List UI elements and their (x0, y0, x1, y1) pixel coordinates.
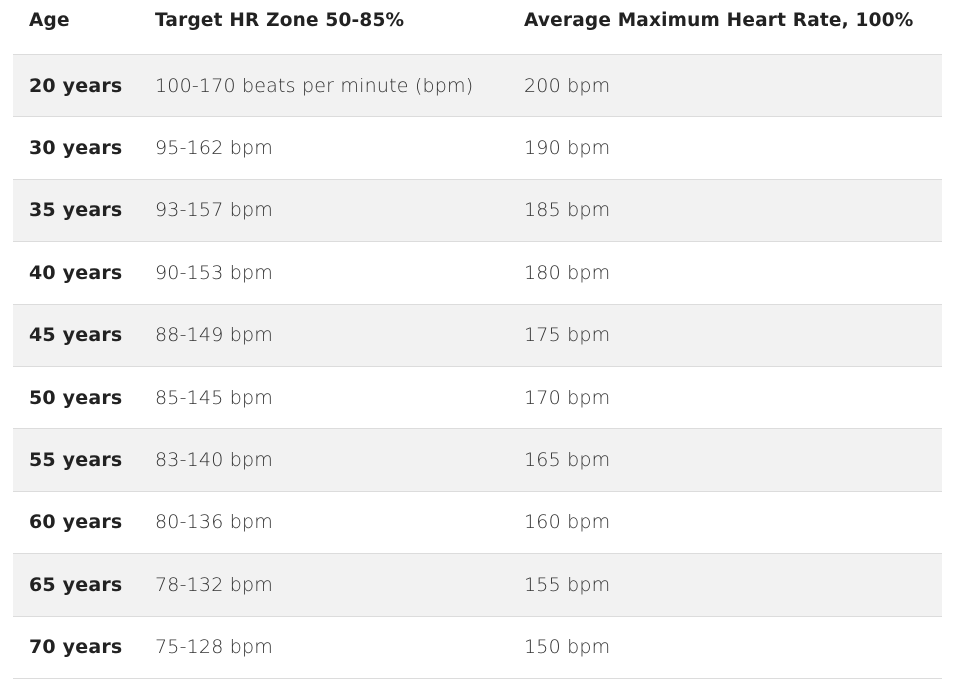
table-row: 20 years 100-170 beats per minute (bpm) 20… (13, 55, 942, 118)
table-cell: 78-132 bpm (155, 573, 273, 596)
table-cell: 85-145 bpm (155, 386, 273, 409)
table-cell: 70 years (29, 636, 123, 659)
table-cell: 40 years (29, 261, 123, 284)
table-cell: 50 years (29, 386, 123, 409)
table-cell: 55 years (29, 449, 123, 472)
table-cell: 35 years (29, 199, 123, 222)
table-cell: 95-162 bpm (155, 137, 273, 160)
table-cell: 30 years (29, 137, 123, 160)
table-row: 65 years 78-132 bpm 155 bpm (13, 554, 942, 617)
table-cell: 160 bpm (524, 511, 611, 534)
table-cell: 75-128 bpm (155, 636, 273, 659)
table-cell: 155 bpm (524, 573, 611, 596)
table-cell: 45 years (29, 324, 123, 347)
table-row: 30 years 95-162 bpm 190 bpm (13, 117, 942, 180)
table-row: 55 years 83-140 bpm 165 bpm (13, 429, 942, 492)
table-cell: 180 bpm (524, 261, 611, 284)
table-cell: 200 bpm (524, 74, 611, 97)
table-row: 40 years 90-153 bpm 180 bpm (13, 242, 942, 305)
table-cell: 190 bpm (524, 137, 611, 160)
table-row: 60 years 80-136 bpm 160 bpm (13, 492, 942, 555)
table-cell: 185 bpm (524, 199, 611, 222)
table-cell: 170 bpm (524, 386, 611, 409)
table-row: 45 years 88-149 bpm 175 bpm (13, 304, 942, 367)
table-cell: 150 bpm (524, 636, 611, 659)
table-row: 35 years 93-157 bpm 185 bpm (13, 179, 942, 243)
table-cell: 88-149 bpm (155, 324, 273, 347)
table-cell: 175 bpm (524, 324, 611, 347)
table-cell: 60 years (29, 511, 123, 534)
table-cell: 93-157 bpm (155, 199, 273, 222)
table-cell: 65 years (29, 573, 123, 596)
table-cell: 90-153 bpm (155, 261, 273, 284)
table-cell: 80-136 bpm (155, 511, 273, 534)
table-cell: 100-170 beats per minute (bpm) (155, 74, 474, 97)
heart-rate-table: Age Target HR Zone 50-85% Average Maximum … (13, 0, 942, 679)
table-cell: 20 years (29, 74, 123, 97)
table-cell: 83-140 bpm (155, 449, 273, 472)
table-row: 70 years 75-128 bpm 150 bpm (13, 617, 942, 679)
table-cell: 165 bpm (524, 449, 611, 472)
table-cell: Average Maximum Heart Rate, 100% (524, 10, 914, 31)
table-row: 50 years 85-145 bpm 170 bpm (13, 367, 942, 430)
table-cell: Age (29, 10, 70, 31)
header-row: Age Target HR Zone 50-85% Average Maximum … (13, 0, 942, 55)
table-cell: Target HR Zone 50-85% (155, 10, 405, 31)
